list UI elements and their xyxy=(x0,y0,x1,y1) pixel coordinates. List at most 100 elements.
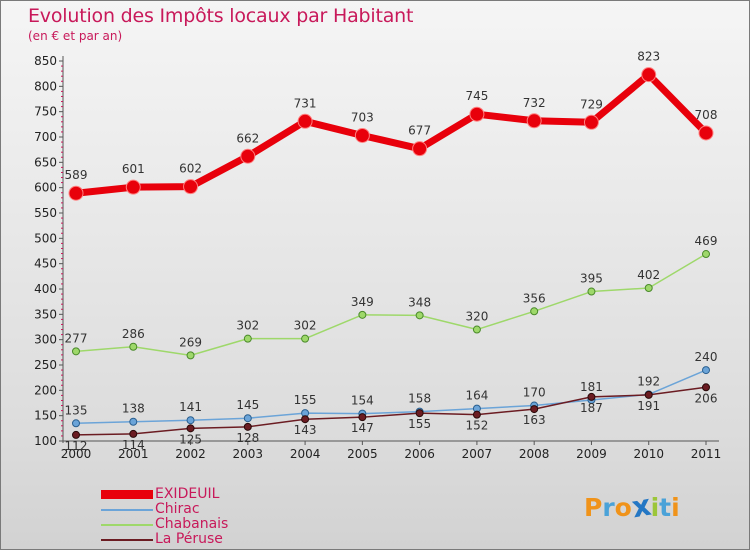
legend-item-la-peruse: La Péruse xyxy=(101,531,321,547)
data-point-chabanais xyxy=(129,342,138,351)
legend-label-exideuil: EXIDEUIL xyxy=(155,486,220,502)
data-point-exideuil xyxy=(698,125,714,141)
data-point-la-peruse xyxy=(472,410,481,419)
data-point-la-peruse xyxy=(358,413,367,422)
data-point-exideuil xyxy=(583,114,599,130)
legend-label-la-peruse: La Péruse xyxy=(155,531,223,547)
series-line-chabanais xyxy=(75,253,707,357)
legend-item-chirac: Chirac xyxy=(101,501,321,517)
data-label-chirac: 135 xyxy=(65,403,88,417)
data-label-chirac: 141 xyxy=(179,400,202,414)
logo-letter: i xyxy=(671,493,680,522)
data-point-chirac xyxy=(129,417,138,426)
legend-label-chabanais: Chabanais xyxy=(155,516,229,532)
data-label-exideuil: 732 xyxy=(523,96,546,110)
data-label-exideuil: 602 xyxy=(179,162,202,176)
data-point-la-peruse xyxy=(415,409,424,418)
data-label-chirac: 164 xyxy=(465,389,488,403)
data-point-chabanais xyxy=(72,347,80,356)
data-point-exideuil xyxy=(469,106,485,122)
data-point-la-peruse xyxy=(243,422,252,431)
y-tick-label: 300 xyxy=(34,333,57,347)
data-label-la-peruse: 206 xyxy=(695,391,718,405)
data-point-exideuil xyxy=(641,67,657,83)
x-tick-label: 2007 xyxy=(462,447,493,461)
chart-subtitle: (en € et par an) xyxy=(28,29,123,43)
x-tick-label: 2004 xyxy=(290,447,321,461)
data-label-exideuil: 729 xyxy=(580,97,603,111)
data-point-chirac xyxy=(72,419,80,428)
data-point-chabanais xyxy=(472,325,481,334)
series-line-exideuil xyxy=(75,71,709,197)
data-point-chabanais xyxy=(301,334,310,343)
data-label-chirac: 170 xyxy=(523,386,546,400)
data-label-chirac: 240 xyxy=(695,350,718,364)
data-point-la-peruse xyxy=(129,429,138,438)
data-label-chabanais: 269 xyxy=(179,335,202,349)
data-point-chabanais xyxy=(358,310,367,319)
logo-letter: o xyxy=(614,493,632,522)
data-label-chabanais: 320 xyxy=(465,310,488,324)
legend-item-exideuil: EXIDEUIL xyxy=(101,486,321,502)
y-tick-label: 350 xyxy=(34,307,57,321)
x-tick-label: 2003 xyxy=(233,447,264,461)
data-point-exideuil xyxy=(68,185,84,201)
data-label-chirac: 158 xyxy=(408,392,431,406)
data-label-la-peruse: 155 xyxy=(408,417,431,431)
legend: EXIDEUIL Chirac Chabanais La Péruse xyxy=(101,486,321,547)
data-label-chirac: 155 xyxy=(294,393,317,407)
data-label-chabanais: 348 xyxy=(408,295,431,309)
data-label-chabanais: 402 xyxy=(637,268,660,282)
data-label-chabanais: 469 xyxy=(695,234,718,248)
series-line-la-peruse xyxy=(75,386,707,436)
data-label-la-peruse: 143 xyxy=(294,423,317,437)
y-tick-label: 450 xyxy=(34,257,57,271)
data-label-exideuil: 823 xyxy=(637,50,660,64)
data-label-chabanais: 286 xyxy=(122,327,145,341)
legend-item-chabanais: Chabanais xyxy=(101,516,321,532)
data-label-exideuil: 677 xyxy=(408,124,431,138)
data-label-la-peruse: 128 xyxy=(236,431,259,445)
data-point-exideuil xyxy=(297,113,313,129)
y-tick-label: 200 xyxy=(34,383,57,397)
y-tick-label: 250 xyxy=(34,358,57,372)
data-label-la-peruse: 112 xyxy=(65,439,88,453)
legend-label-chirac: Chirac xyxy=(155,501,200,517)
data-label-exideuil: 703 xyxy=(351,110,374,124)
legend-swatch-la-peruse xyxy=(101,539,153,541)
data-point-chirac xyxy=(243,414,252,423)
data-label-la-peruse: 187 xyxy=(580,401,603,415)
data-label-exideuil: 601 xyxy=(122,162,145,176)
data-labels: 277 286 269 302 302 349 348 320 356 395 402 469 135 1… xyxy=(65,50,718,453)
data-point-la-peruse xyxy=(530,405,539,414)
data-label-la-peruse: 125 xyxy=(179,432,202,446)
x-tick-label: 2001 xyxy=(118,447,149,461)
data-point-la-peruse xyxy=(587,392,596,401)
y-tick-label: 800 xyxy=(34,79,57,93)
y-tick-label: 750 xyxy=(34,105,57,119)
legend-swatch-chabanais xyxy=(101,524,153,526)
data-point-exideuil xyxy=(240,148,256,164)
y-tick-label: 850 xyxy=(34,54,57,68)
data-point-chabanais xyxy=(530,307,539,316)
x-tick-label: 2011 xyxy=(691,447,722,461)
data-label-exideuil: 662 xyxy=(236,131,259,145)
data-point-chabanais xyxy=(702,250,710,259)
data-point-chabanais xyxy=(587,287,596,296)
data-label-la-peruse: 114 xyxy=(122,438,145,452)
data-label-chirac: 192 xyxy=(637,374,660,388)
logo-letter: i xyxy=(650,493,660,522)
data-point-exideuil xyxy=(183,179,199,195)
x-tick-label: 2006 xyxy=(404,447,435,461)
data-point-la-peruse xyxy=(644,390,653,399)
data-label-chirac: 145 xyxy=(236,398,259,412)
logo-letter: t xyxy=(659,493,672,522)
data-label-chabanais: 395 xyxy=(580,272,603,286)
y-tick-label: 550 xyxy=(34,206,57,220)
data-label-chabanais: 356 xyxy=(523,291,546,305)
chart-title: Evolution des Impôts locaux par Habitant xyxy=(28,5,414,27)
data-label-chabanais: 302 xyxy=(236,319,259,333)
data-point-exideuil xyxy=(412,141,428,157)
axes: 100 150 200 250 300 350 400 450 500 550 600 650 700 7… xyxy=(34,54,721,461)
